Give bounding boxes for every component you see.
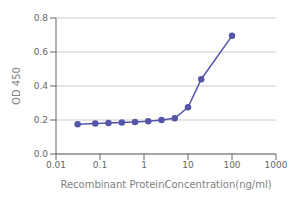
svg-text:1: 1	[141, 160, 147, 170]
svg-text:Recombinant ProteinConcentrati: Recombinant ProteinConcentration(ng/ml)	[60, 179, 271, 190]
svg-text:100: 100	[223, 160, 240, 170]
svg-text:1000: 1000	[265, 160, 288, 170]
svg-text:0.6: 0.6	[34, 47, 49, 57]
svg-text:0.1: 0.1	[93, 160, 107, 170]
svg-text:0.0: 0.0	[34, 149, 49, 159]
svg-text:0.2: 0.2	[34, 115, 48, 125]
svg-text:OD 450: OD 450	[11, 67, 22, 105]
svg-text:0.8: 0.8	[34, 13, 49, 23]
svg-text:10: 10	[182, 160, 194, 170]
svg-text:0.01: 0.01	[46, 160, 66, 170]
svg-text:0.4: 0.4	[34, 81, 49, 91]
